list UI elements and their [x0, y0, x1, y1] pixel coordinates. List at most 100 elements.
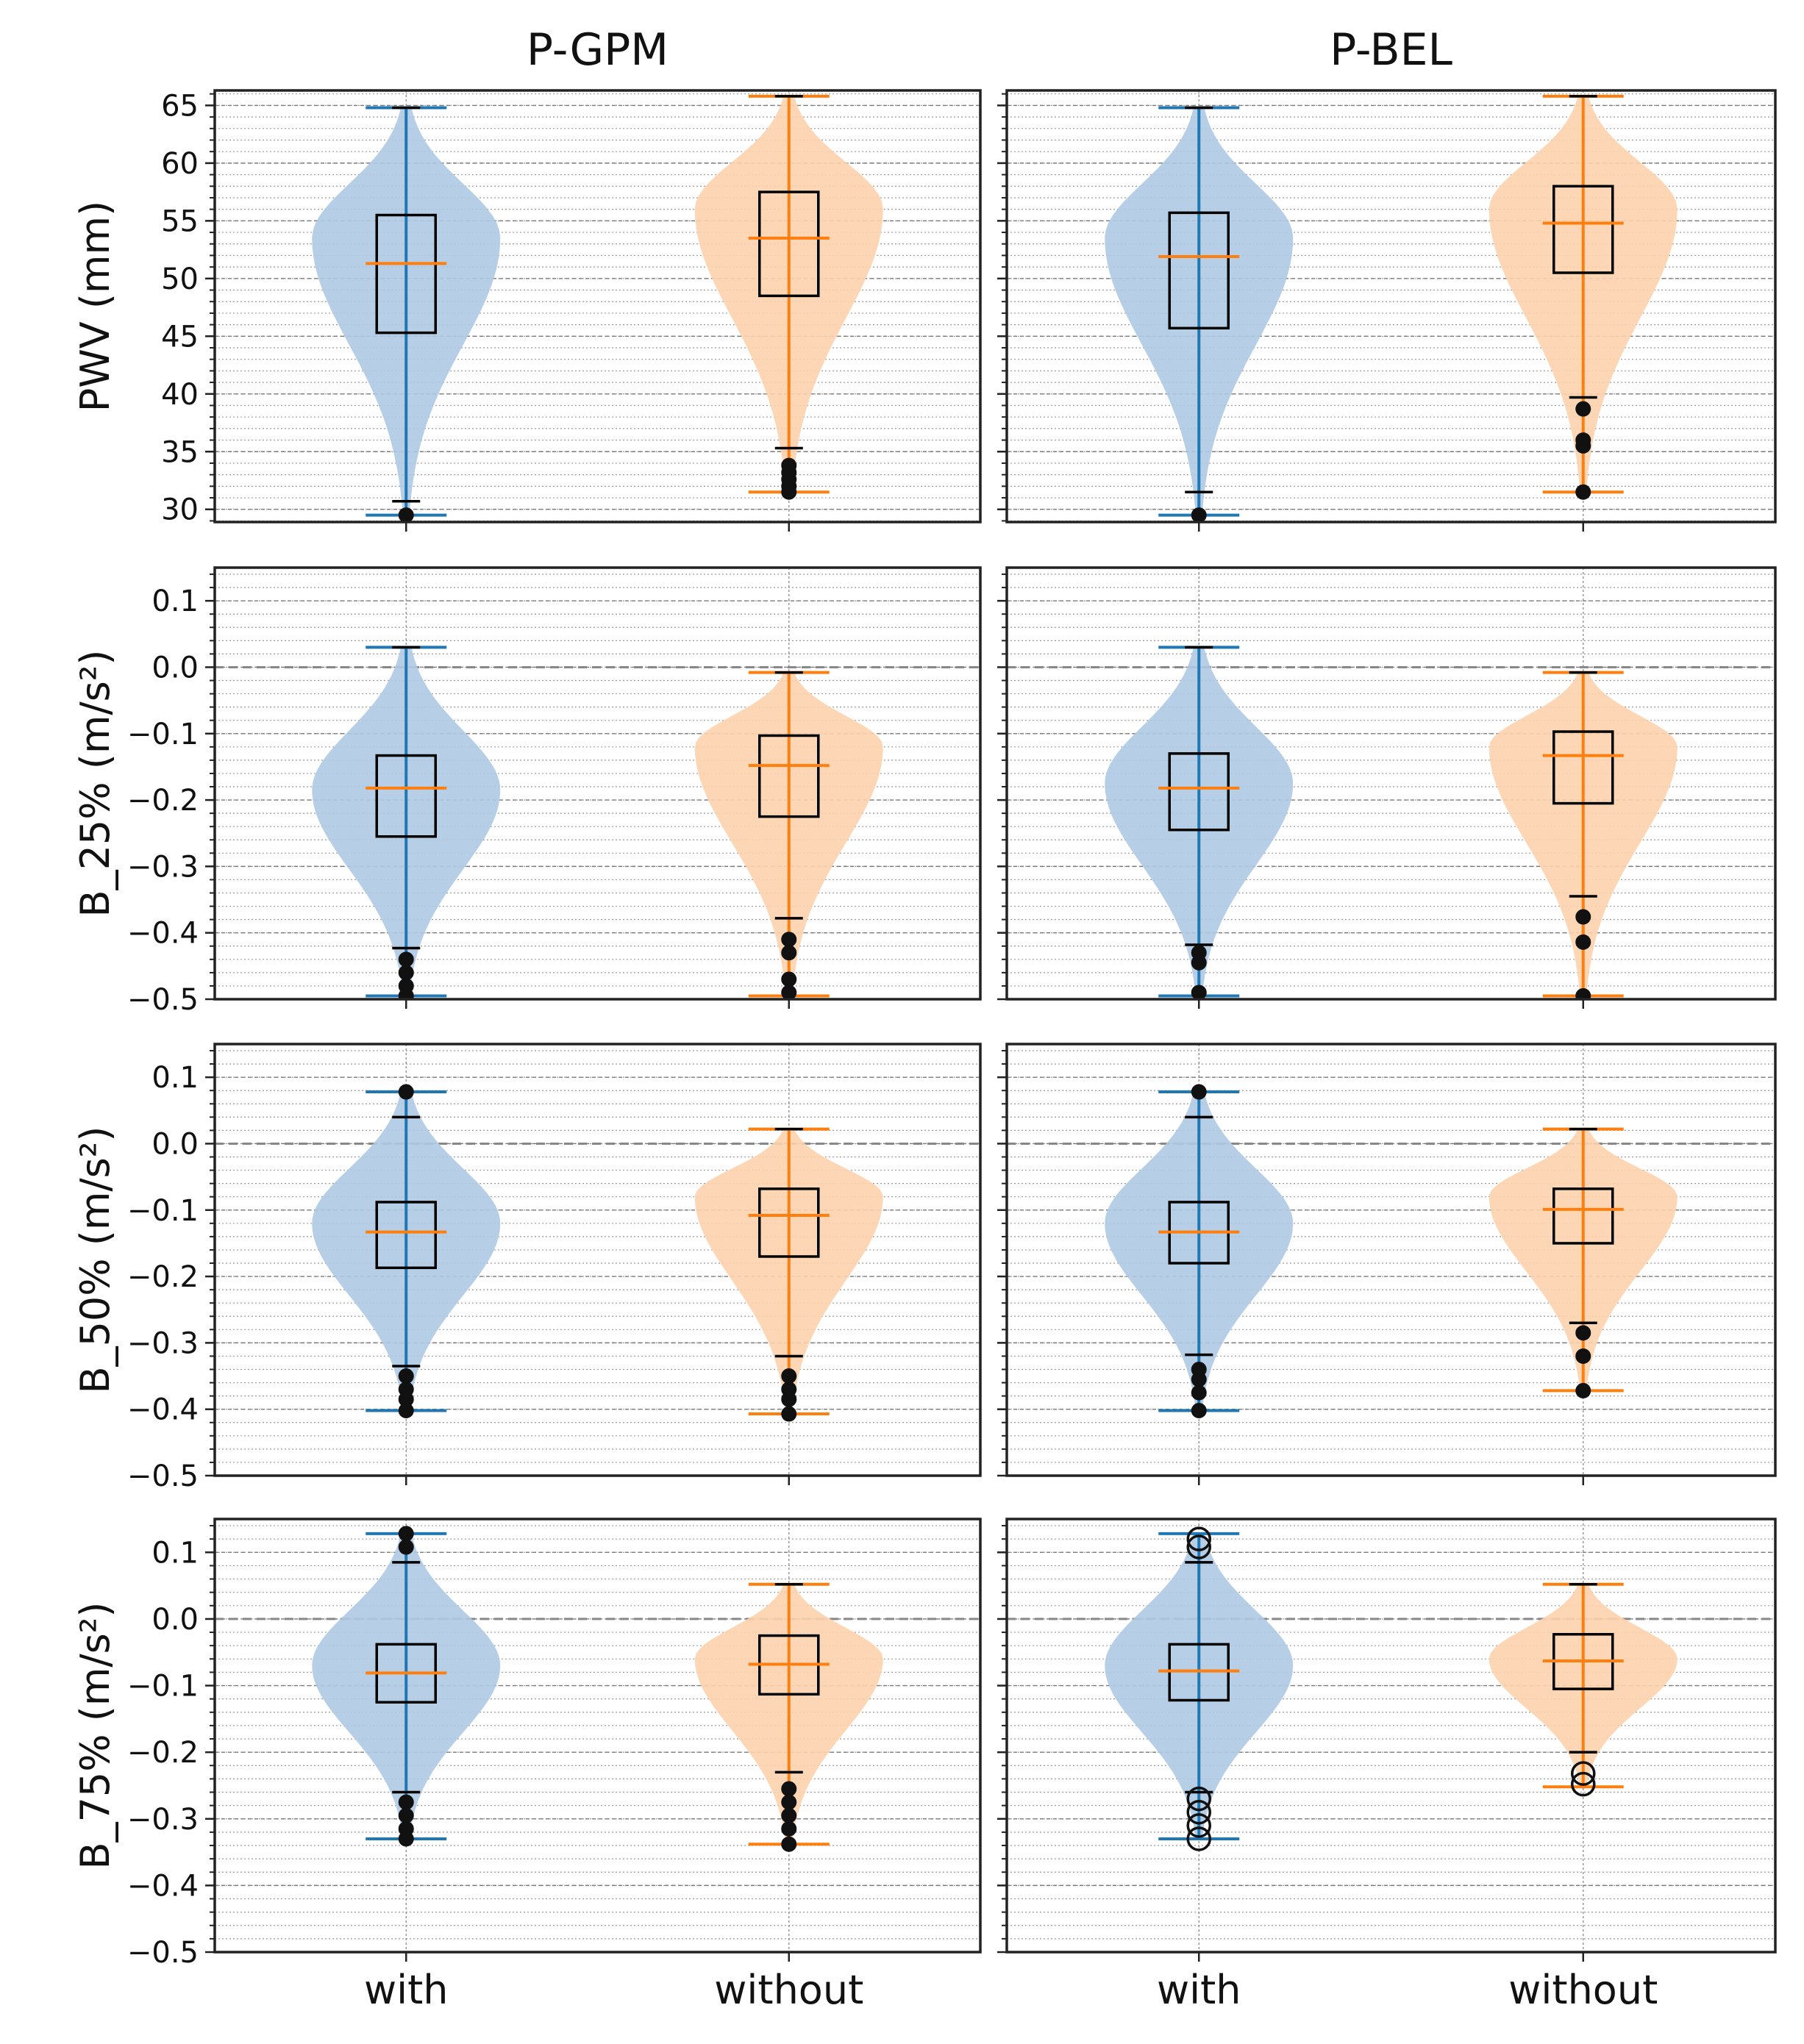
outlier-point [1186, 1799, 1211, 1825]
series-with [312, 1084, 501, 1418]
outlier-point [781, 985, 797, 999]
column-title-p-gpm: P-GPM [527, 24, 669, 76]
series-with [312, 106, 501, 522]
series-without [694, 94, 883, 500]
panels-grid: 30 35 40 45 50 55 60 65 PWV (mm) −0.5 −0.4 −0.3 −0.2… [72, 89, 1777, 2013]
y-tick-label: 40 [161, 378, 199, 412]
outlier-point [1191, 985, 1207, 999]
y-tick-label: −0.1 [127, 1194, 199, 1228]
outlier-point [398, 1794, 414, 1810]
y-tick-label: 0.0 [151, 651, 199, 685]
y-tick-label: −0.3 [127, 1803, 199, 1837]
outlier-point [781, 1820, 797, 1837]
outlier-point [1571, 1761, 1596, 1786]
y-tick-label: 55 [161, 204, 199, 238]
axes-frame [1005, 89, 1777, 523]
outlier-point [1191, 954, 1207, 971]
y-tick-label: 65 [161, 89, 199, 123]
x-tick-label-with: with [364, 1967, 449, 2013]
series-with [1105, 1526, 1294, 1851]
y-axis-label: B_50% (m/s²) [72, 1126, 118, 1394]
y-tick-label: 0.1 [151, 1536, 199, 1570]
outlier-point [1575, 401, 1591, 417]
panel-6 [997, 1043, 1777, 1485]
y-tick-label: 60 [161, 147, 199, 181]
y-tick-label: −0.5 [127, 983, 199, 1017]
axes-frame [1005, 1518, 1777, 1954]
outlier-point [1575, 909, 1591, 925]
outlier-point [398, 965, 414, 981]
series-with [1105, 646, 1294, 999]
y-tick-label: −0.5 [127, 1936, 199, 1970]
y-tick-label: 0.1 [151, 585, 199, 618]
series-without [1489, 671, 1678, 999]
axes-frame [213, 89, 982, 523]
series-without [694, 1582, 883, 1852]
y-tick-label: −0.4 [127, 917, 199, 951]
iqr-box-without [758, 734, 820, 818]
outlier-point [398, 507, 414, 522]
series-with [312, 646, 501, 999]
y-tick-label: 0.0 [151, 1603, 199, 1637]
panel-4 [997, 566, 1777, 1009]
panel-8: with without [997, 1518, 1777, 2013]
outlier-point [1191, 1402, 1207, 1418]
axes-frame [213, 566, 982, 1001]
outlier-point [1575, 1348, 1591, 1364]
panel-5: −0.5 −0.4 −0.3 −0.2 −0.1 0.0 0.1 B_50% (m/s²) [72, 1043, 982, 1493]
outlier-point [398, 1402, 414, 1418]
x-tick-label-without: without [1508, 1967, 1658, 2013]
iqr-box-without [758, 190, 820, 298]
axes-frame [1005, 566, 1777, 1001]
y-tick-label: 0.0 [151, 1127, 199, 1161]
y-tick-label: −0.3 [127, 1326, 199, 1360]
outlier-point [781, 1807, 797, 1823]
series-without [694, 671, 883, 999]
series-without [1489, 1582, 1678, 1797]
y-tick-label: −0.1 [127, 1670, 199, 1704]
outlier-point [781, 1794, 797, 1810]
outlier-point [1575, 1325, 1591, 1341]
axes-frame [213, 1518, 982, 1954]
y-tick-label: 35 [161, 435, 199, 469]
y-tick-label: −0.4 [127, 1869, 199, 1903]
column-titles: P-GPM P-BEL [527, 24, 1453, 76]
outlier-point [1186, 1526, 1211, 1551]
y-tick-label: 50 [161, 262, 199, 296]
iqr-box-without [758, 1187, 820, 1258]
series-with [1105, 106, 1294, 522]
outlier-point [1191, 1384, 1207, 1401]
y-tick-label: −0.3 [127, 850, 199, 884]
outlier-point [398, 1539, 414, 1555]
series-without [1489, 94, 1678, 500]
outlier-point [1191, 1084, 1207, 1100]
y-tick-label: 45 [161, 320, 199, 354]
y-tick-label: −0.2 [127, 1260, 199, 1294]
outlier-point [781, 1368, 797, 1384]
axes-frame [1005, 1043, 1777, 1477]
outlier-point [1191, 507, 1207, 522]
outlier-point [1575, 987, 1591, 999]
y-tick-label: −0.1 [127, 718, 199, 751]
iqr-box-without [1552, 1187, 1614, 1245]
series-without [1489, 1127, 1678, 1398]
iqr-box-without [1552, 730, 1614, 805]
y-tick-label: −0.2 [127, 1736, 199, 1770]
outlier-point [1575, 1382, 1591, 1398]
outlier-point [398, 987, 414, 999]
outlier-point [781, 1406, 797, 1422]
outlier-point [398, 1807, 414, 1823]
outlier-point [1186, 1826, 1211, 1851]
outlier-point [398, 951, 414, 968]
series-with [1105, 1084, 1294, 1418]
outlier-point [781, 1836, 797, 1852]
x-tick-label-with: with [1157, 1967, 1241, 2013]
outlier-point [1186, 1813, 1211, 1838]
y-tick-label: −0.5 [127, 1459, 199, 1493]
panel-7: −0.5 −0.4 −0.3 −0.2 −0.1 0.0 0.1 with without B_7… [72, 1518, 982, 2013]
y-tick-label: −0.4 [127, 1393, 199, 1427]
y-tick-label: 0.1 [151, 1061, 199, 1095]
iqr-box-with [375, 213, 437, 335]
panel-1: 30 35 40 45 50 55 60 65 PWV (mm) [72, 89, 982, 532]
